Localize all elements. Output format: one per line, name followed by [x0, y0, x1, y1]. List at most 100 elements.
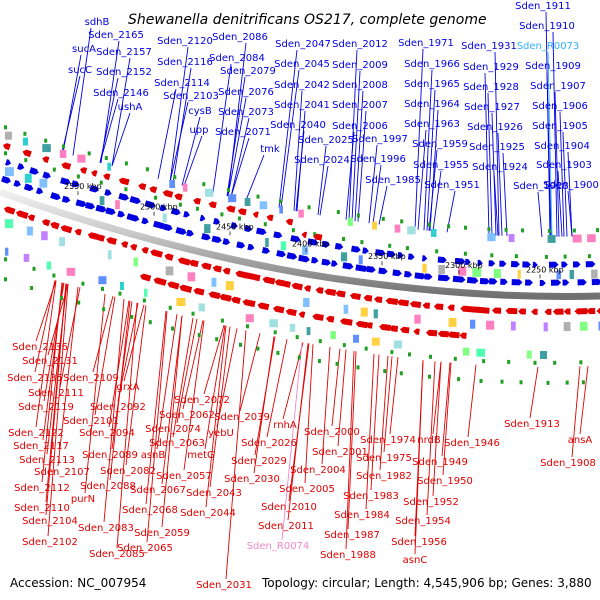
gene-label-top[interactable]: Sden_1924	[472, 162, 528, 173]
gene-label-bottom[interactable]: yebU	[208, 428, 234, 439]
gene-label-bottom[interactable]: Sden_2062	[159, 410, 215, 421]
gene-label-top[interactable]: Sden_2165	[88, 30, 144, 41]
gene-label-bottom[interactable]: Sden_1946	[444, 438, 500, 449]
gene-label-top[interactable]: Sden_2157	[96, 47, 152, 58]
gene-label-bottom[interactable]: Sden_2063	[149, 438, 205, 449]
gene-label-bottom[interactable]: Sden_2083	[78, 523, 134, 534]
gene-label-bottom[interactable]: Sden_2065	[117, 543, 173, 554]
gene-label-top[interactable]: Sden_R0073	[517, 41, 580, 52]
gene-label-bottom[interactable]: rnhA	[273, 420, 297, 431]
gene-label-bottom[interactable]: Sden_2094	[79, 428, 135, 439]
gene-label-bottom[interactable]: Sden_1988	[320, 550, 376, 561]
gene-label-top[interactable]: Sden_1905	[532, 121, 588, 132]
gene-label-top[interactable]: sdhB	[85, 17, 110, 28]
gene-label-bottom[interactable]: Sden_2110	[14, 503, 70, 514]
gene-label-top[interactable]: Sden_1910	[519, 21, 575, 32]
gene-label-bottom[interactable]: Sden_2005	[279, 484, 335, 495]
gene-label-top[interactable]: Sden_1903	[536, 160, 592, 171]
gene-label-bottom[interactable]: purN	[71, 494, 95, 505]
gene-label-bottom[interactable]: Sden_2111	[28, 388, 84, 399]
gene-label-top[interactable]: Sden_1926	[467, 122, 523, 133]
gene-label-top[interactable]: Sden_1997	[352, 134, 408, 145]
gene-label-top[interactable]: upp	[189, 125, 208, 136]
gene-label-top[interactable]: sucC	[68, 65, 92, 76]
gene-label-top[interactable]: Sden_1966	[404, 59, 460, 70]
gene-label-top[interactable]: Sden_2047	[275, 39, 331, 50]
gene-label-bottom[interactable]: Sden_2089	[82, 450, 138, 461]
gene-label-bottom[interactable]: Sden_2104	[22, 516, 78, 527]
gene-label-bottom[interactable]: Sden_1984	[334, 510, 390, 521]
gene-label-bottom[interactable]: Sden_2109	[63, 373, 119, 384]
gene-label-bottom[interactable]: Sden_1954	[395, 516, 451, 527]
gene-label-top[interactable]: Sden_2007	[332, 100, 388, 111]
gene-label-bottom[interactable]: Sden_1949	[412, 457, 468, 468]
gene-label-bottom[interactable]: Sden_2092	[90, 402, 146, 413]
gene-label-top[interactable]: Sden_2116	[157, 57, 213, 68]
gene-label-bottom[interactable]: Sden_2122	[8, 428, 64, 439]
gene-label-top[interactable]: cysB	[188, 106, 212, 117]
gene-label-top[interactable]: sucA	[72, 44, 96, 55]
gene-label-top[interactable]: Sden_1906	[532, 101, 588, 112]
gene-label-bottom[interactable]: Sden_2001	[312, 447, 368, 458]
gene-label-bottom[interactable]: Sden_1956	[391, 537, 447, 548]
gene-label-top[interactable]: Sden_2045	[274, 59, 330, 70]
gene-label-top[interactable]: Sden_1928	[463, 82, 519, 93]
gene-label-top[interactable]: Sden_2073	[218, 107, 274, 118]
gene-label-bottom[interactable]: Sden_2119	[18, 402, 74, 413]
gene-label-top[interactable]: Sden_1964	[404, 99, 460, 110]
gene-label-top[interactable]: Sden_1959	[412, 139, 468, 150]
gene-label-top[interactable]: Sden_2084	[209, 53, 265, 64]
gene-label-top[interactable]: Sden_2114	[154, 78, 210, 89]
gene-label-top[interactable]: Sden_1929	[463, 62, 519, 73]
gene-label-top[interactable]: Sden_2040	[270, 120, 326, 131]
gene-label-bottom[interactable]: Sden_2010	[261, 502, 317, 513]
gene-label-top[interactable]: Sden_2086	[212, 32, 268, 43]
gene-label-top[interactable]: tmk	[260, 144, 280, 155]
gene-label-bottom[interactable]: Sden_2031	[196, 580, 252, 591]
gene-label-top[interactable]: Sden_2042	[274, 80, 330, 91]
gene-label-top[interactable]: Sden_2079	[220, 66, 276, 77]
gene-label-top[interactable]: Sden_1971	[398, 38, 454, 49]
gene-label-top[interactable]: Sden_1909	[525, 61, 581, 72]
gene-label-bottom[interactable]: Sden_2057	[156, 471, 212, 482]
gene-label-bottom[interactable]: Sden_2085	[89, 549, 145, 560]
gene-label-bottom[interactable]: Sden_2088	[80, 481, 136, 492]
gene-label-top[interactable]: ushA	[118, 102, 143, 113]
gene-label-bottom[interactable]: Sden_2074	[145, 424, 201, 435]
gene-label-bottom[interactable]: Sden_2044	[180, 508, 236, 519]
gene-label-bottom[interactable]: grxA	[117, 382, 140, 393]
gene-label-top[interactable]: Sden_2024	[294, 155, 350, 166]
gene-label-bottom[interactable]: Sden_2059	[134, 528, 190, 539]
gene-label-bottom[interactable]: asnC	[403, 555, 428, 566]
gene-label-top[interactable]: Sden_1955	[413, 160, 469, 171]
gene-label-top[interactable]: Sden_1965	[404, 79, 460, 90]
gene-label-top[interactable]: Sden_2071	[215, 127, 271, 138]
gene-label-bottom[interactable]: Sden_2136	[12, 342, 68, 353]
gene-label-top[interactable]: Sden_2025	[298, 135, 354, 146]
gene-label-bottom[interactable]: Sden_2039	[214, 412, 270, 423]
gene-label-bottom[interactable]: Sden_2011	[258, 521, 314, 532]
gene-label-top[interactable]: Sden_1996	[350, 154, 406, 165]
gene-label-bottom[interactable]: asnB	[141, 450, 166, 461]
gene-label-bottom[interactable]: Sden_2112	[14, 483, 70, 494]
gene-label-top[interactable]: Sden_1911	[515, 1, 571, 12]
gene-label-bottom[interactable]: Sden_2101	[63, 416, 119, 427]
gene-label-top[interactable]: Sden_2103	[163, 91, 219, 102]
gene-label-bottom[interactable]: Sden_1983	[343, 491, 399, 502]
gene-label-bottom[interactable]: Sden_2107	[34, 467, 90, 478]
gene-label-top[interactable]: Sden_2008	[332, 80, 388, 91]
gene-label-bottom[interactable]: Sden_2026	[241, 438, 297, 449]
gene-label-bottom[interactable]: Sden_1952	[403, 497, 459, 508]
gene-label-bottom[interactable]: Sden_2102	[22, 537, 78, 548]
gene-label-top[interactable]: Sden_1927	[464, 102, 520, 113]
gene-label-top[interactable]: Sden_1900	[543, 180, 599, 191]
gene-label-bottom[interactable]: ansA	[568, 435, 593, 446]
gene-label-bottom[interactable]: Sden_2029	[231, 456, 287, 467]
gene-label-bottom[interactable]: Sden_1913	[504, 419, 560, 430]
gene-label-bottom[interactable]: Sden_2113	[19, 455, 75, 466]
gene-label-bottom[interactable]: Sden_2067	[130, 485, 186, 496]
gene-label-top[interactable]: Sden_2041	[274, 100, 330, 111]
gene-label-bottom[interactable]: Sden_1974	[360, 435, 416, 446]
gene-label-bottom[interactable]: Sden_2135	[7, 373, 63, 384]
gene-label-top[interactable]: Sden_2076	[218, 87, 274, 98]
